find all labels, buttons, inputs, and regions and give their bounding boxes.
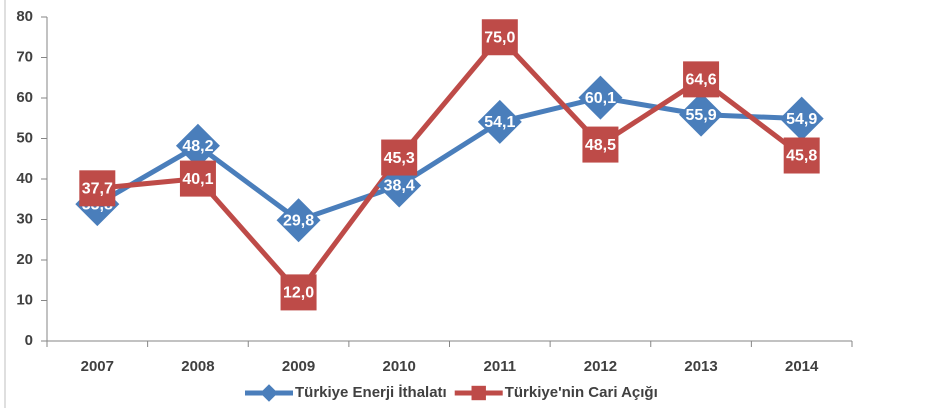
- x-tick-label: 2008: [181, 358, 214, 375]
- data-point: [783, 137, 820, 174]
- y-tick-label: 50: [16, 129, 33, 146]
- y-tick-label: 0: [25, 332, 33, 349]
- data-point: [276, 198, 321, 243]
- value-label: 38,4: [384, 178, 415, 195]
- value-label: 37,7: [82, 181, 113, 198]
- x-tick-label: 2007: [81, 358, 114, 375]
- y-tick-label: 80: [16, 8, 33, 25]
- data-point: [79, 170, 116, 207]
- value-label: 48,2: [182, 138, 213, 155]
- data-point: [280, 274, 317, 311]
- x-tick-label: 2013: [684, 358, 717, 375]
- x-tick-label: 2011: [484, 358, 517, 375]
- value-label: 64,6: [685, 72, 716, 89]
- value-label: 29,8: [283, 213, 314, 230]
- value-label: 45,8: [786, 148, 817, 165]
- value-label: 60,1: [585, 90, 616, 107]
- value-label: 54,1: [484, 114, 515, 131]
- y-tick-label: 30: [16, 210, 33, 227]
- value-label: 12,0: [283, 285, 314, 302]
- data-point: [381, 139, 418, 176]
- data-point: [578, 75, 623, 120]
- legend-label: Türkiye Enerji İthalatı: [295, 384, 447, 401]
- value-label: 75,0: [484, 29, 515, 46]
- value-label: 48,5: [585, 137, 616, 154]
- y-tick-label: 70: [16, 48, 33, 65]
- value-label: 54,9: [786, 111, 817, 128]
- data-point: [683, 61, 720, 98]
- legend-label: Türkiye'nin Cari Açığı: [505, 384, 658, 401]
- data-point: [481, 19, 518, 56]
- legend-marker: [260, 384, 278, 402]
- data-point: [679, 92, 724, 137]
- y-tick-label: 10: [16, 291, 33, 308]
- legend-marker: [471, 385, 486, 401]
- data-point: [779, 96, 824, 141]
- x-tick-label: 2012: [584, 358, 617, 375]
- x-tick-label: 2014: [785, 358, 819, 375]
- y-tick-label: 40: [16, 170, 33, 187]
- value-label: 55,9: [685, 107, 716, 124]
- data-point: [179, 160, 216, 197]
- x-tick-label: 2010: [383, 358, 416, 375]
- y-tick-label: 20: [16, 251, 33, 268]
- x-tick-label: 2009: [282, 358, 315, 375]
- data-point: [175, 123, 220, 168]
- value-label: 40,1: [182, 171, 213, 188]
- value-label: 45,3: [384, 150, 415, 167]
- data-point: [582, 126, 619, 163]
- data-point: [477, 99, 522, 144]
- y-tick-label: 60: [16, 89, 33, 106]
